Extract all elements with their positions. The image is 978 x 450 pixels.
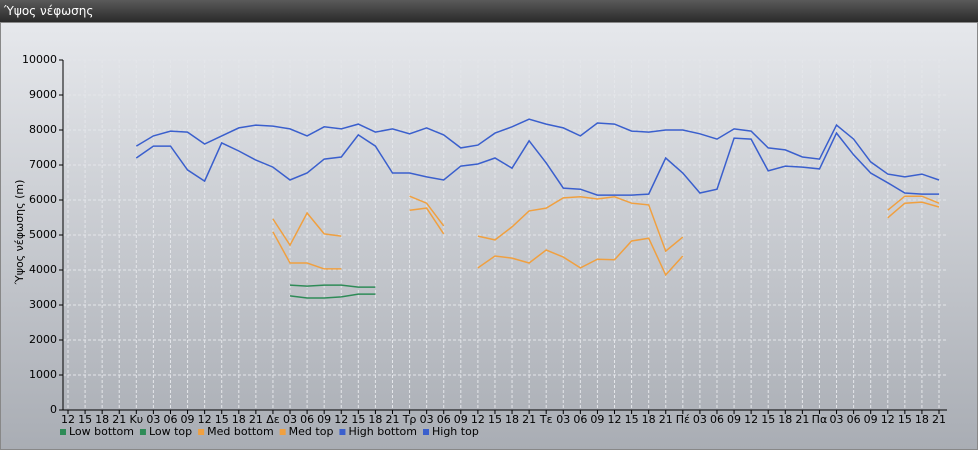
x-tick-label: 09 — [727, 413, 741, 426]
x-tick-label: 18 — [232, 413, 246, 426]
x-tick-label: 21 — [385, 413, 399, 426]
x-tick-label: 18 — [368, 413, 382, 426]
x-tick-label: 15 — [488, 413, 502, 426]
legend-swatch — [339, 429, 346, 435]
x-tick-label: 18 — [915, 413, 929, 426]
legend-swatch — [139, 429, 146, 435]
x-tick-label: 03 — [146, 413, 160, 426]
legend-swatch — [279, 429, 286, 435]
chart: Ύψος νέφωσης (m) 0 1000 2000 3000 4000 5000 60… — [0, 22, 978, 450]
window-title: Ύψος νέφωσης — [0, 0, 978, 22]
x-tick-label: Δε — [266, 413, 280, 426]
x-tick-label: 06 — [573, 413, 587, 426]
series-line — [135, 118, 940, 181]
x-tick-label: 18 — [778, 413, 792, 426]
x-tick-label: 18 — [95, 413, 109, 426]
x-tick-label: 18 — [642, 413, 656, 426]
legend-label: Low top — [149, 425, 192, 438]
x-tick-label: Τε — [539, 413, 553, 426]
x-tick-label: 06 — [163, 413, 177, 426]
x-tick-label: 06 — [847, 413, 861, 426]
legend-label: Low bottom — [69, 425, 134, 438]
x-tick-label: 06 — [710, 413, 724, 426]
x-tick-label: 12 — [881, 413, 895, 426]
x-tick-label: 21 — [795, 413, 809, 426]
y-tick-label: 4000 — [29, 263, 57, 276]
x-tick-label: 15 — [898, 413, 912, 426]
x-tick-label: 09 — [317, 413, 331, 426]
y-tick-label: 1000 — [29, 368, 57, 381]
legend-label: High top — [432, 425, 479, 438]
x-tick-label: 21 — [659, 413, 673, 426]
series-line — [289, 284, 376, 288]
y-tick-label: 8000 — [29, 123, 57, 136]
legend-label: High bottom — [348, 425, 417, 438]
y-tick-label: 0 — [50, 403, 57, 416]
y-tick-label: 2000 — [29, 333, 57, 346]
legend-label: Med top — [289, 425, 334, 438]
x-tick-label: Τρ — [402, 413, 417, 426]
x-tick-label: 12 — [744, 413, 758, 426]
x-tick-label: 18 — [505, 413, 519, 426]
legend-swatch — [198, 429, 205, 435]
x-tick-label: 12 — [61, 413, 75, 426]
x-tick-label: 09 — [590, 413, 604, 426]
x-tick-label: 15 — [625, 413, 639, 426]
x-tick-label: Πα — [812, 413, 828, 426]
x-tick-label: 12 — [334, 413, 348, 426]
y-tick-label: 5000 — [29, 228, 57, 241]
x-tick-label: 15 — [761, 413, 775, 426]
y-tick-label: 7000 — [29, 158, 57, 171]
y-tick-label: 3000 — [29, 298, 57, 311]
x-tick-label: 09 — [454, 413, 468, 426]
x-tick-label: 03 — [693, 413, 707, 426]
x-tick-label: 21 — [522, 413, 536, 426]
legend-swatch — [60, 429, 66, 435]
y-tick-label: 9000 — [29, 88, 57, 101]
x-tick-label: 06 — [437, 413, 451, 426]
x-tick-label: Κυ — [130, 413, 144, 426]
x-tick-label: 21 — [112, 413, 126, 426]
x-tick-label: 03 — [420, 413, 434, 426]
x-tick-label: 12 — [471, 413, 485, 426]
y-tick-label: 10000 — [22, 53, 57, 66]
x-tick-label: 12 — [608, 413, 622, 426]
x-tick-label: 21 — [249, 413, 263, 426]
x-tick-label: 15 — [215, 413, 229, 426]
x-tick-label: 06 — [300, 413, 314, 426]
x-tick-label: 03 — [830, 413, 844, 426]
x-tick-label: 09 — [864, 413, 878, 426]
chart-background — [0, 22, 978, 450]
y-tick-label: 6000 — [29, 193, 57, 206]
series-line — [289, 293, 376, 299]
legend-label: Med bottom — [207, 425, 274, 438]
x-tick-label: 21 — [932, 413, 946, 426]
x-tick-label: 15 — [351, 413, 365, 426]
legend-swatch — [423, 429, 429, 435]
x-tick-label: 15 — [78, 413, 92, 426]
x-tick-label: 09 — [181, 413, 195, 426]
series-line — [272, 195, 940, 253]
x-tick-label: 03 — [556, 413, 570, 426]
x-tick-label: Πέ — [676, 413, 690, 426]
x-tick-label: 03 — [283, 413, 297, 426]
y-axis-label: Ύψος νέφωσης (m) — [13, 180, 26, 286]
series-line — [135, 131, 939, 196]
series-line — [272, 201, 940, 277]
x-tick-label: 12 — [198, 413, 212, 426]
